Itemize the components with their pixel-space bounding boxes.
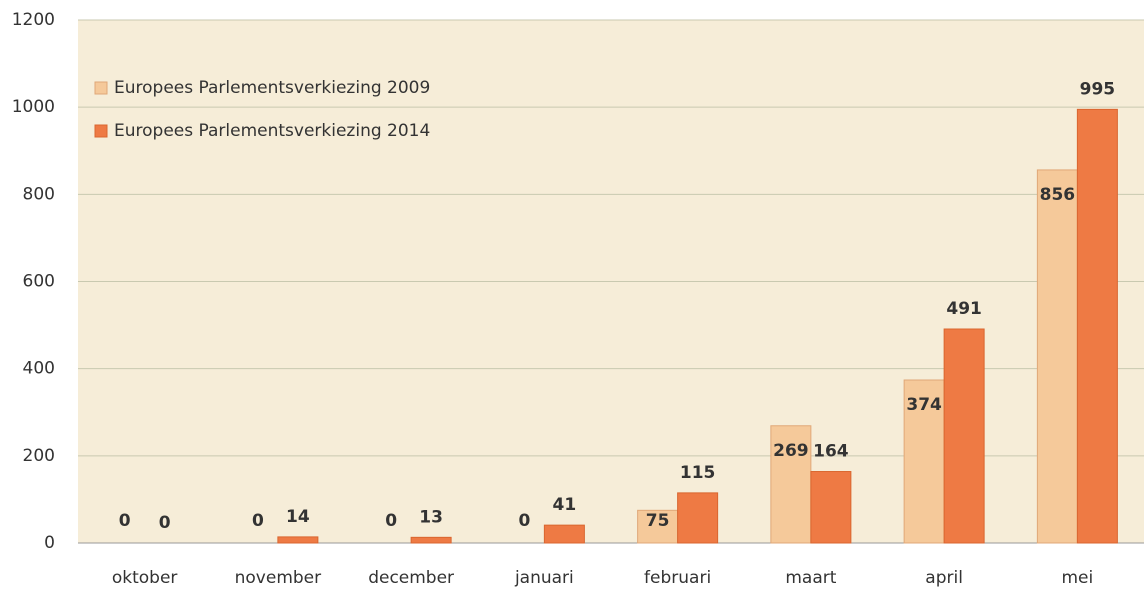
value-label: 41 bbox=[553, 495, 577, 515]
y-tick-label: 1000 bbox=[12, 97, 55, 117]
bar bbox=[277, 536, 319, 544]
bar bbox=[637, 509, 679, 544]
value-label: 374 bbox=[906, 395, 942, 415]
value-label: 995 bbox=[1080, 79, 1116, 99]
bar bbox=[1036, 169, 1078, 544]
value-label: 115 bbox=[680, 463, 716, 483]
y-tick-label: 600 bbox=[23, 272, 55, 292]
legend-label: Europees Parlementsverkiezing 2014 bbox=[114, 121, 430, 141]
bar bbox=[770, 425, 812, 544]
bar bbox=[677, 492, 719, 544]
x-tick-label: januari bbox=[514, 568, 574, 588]
value-label: 0 bbox=[252, 511, 264, 531]
value-label: 856 bbox=[1040, 185, 1076, 205]
legend-swatch bbox=[94, 81, 108, 95]
bar bbox=[810, 471, 852, 544]
x-tick-label: maart bbox=[785, 568, 836, 588]
value-label: 491 bbox=[946, 299, 982, 319]
value-label: 14 bbox=[286, 507, 310, 527]
value-label: 0 bbox=[518, 511, 530, 531]
value-label: 75 bbox=[646, 511, 670, 531]
y-tick-label: 0 bbox=[44, 533, 55, 553]
value-label: 0 bbox=[119, 511, 131, 531]
value-label: 13 bbox=[419, 507, 443, 527]
y-tick-label: 800 bbox=[23, 184, 55, 204]
legend-label: Europees Parlementsverkiezing 2009 bbox=[114, 78, 430, 98]
x-tick-label: november bbox=[235, 568, 322, 588]
value-label: 269 bbox=[773, 441, 809, 461]
x-tick-label: oktober bbox=[112, 568, 178, 588]
value-label: 0 bbox=[159, 513, 171, 533]
bar bbox=[410, 536, 452, 544]
bar bbox=[543, 524, 585, 544]
bar bbox=[943, 328, 985, 544]
x-tick-label: mei bbox=[1062, 568, 1094, 588]
legend-swatch bbox=[94, 124, 108, 138]
bar bbox=[1076, 108, 1118, 544]
y-tick-label: 400 bbox=[23, 359, 55, 379]
x-tick-label: december bbox=[368, 568, 454, 588]
value-label: 0 bbox=[385, 511, 397, 531]
y-tick-label: 1200 bbox=[12, 10, 55, 30]
value-label: 164 bbox=[813, 442, 849, 462]
y-tick-label: 200 bbox=[23, 446, 55, 466]
x-tick-label: februari bbox=[644, 568, 711, 588]
x-tick-label: april bbox=[925, 568, 963, 588]
